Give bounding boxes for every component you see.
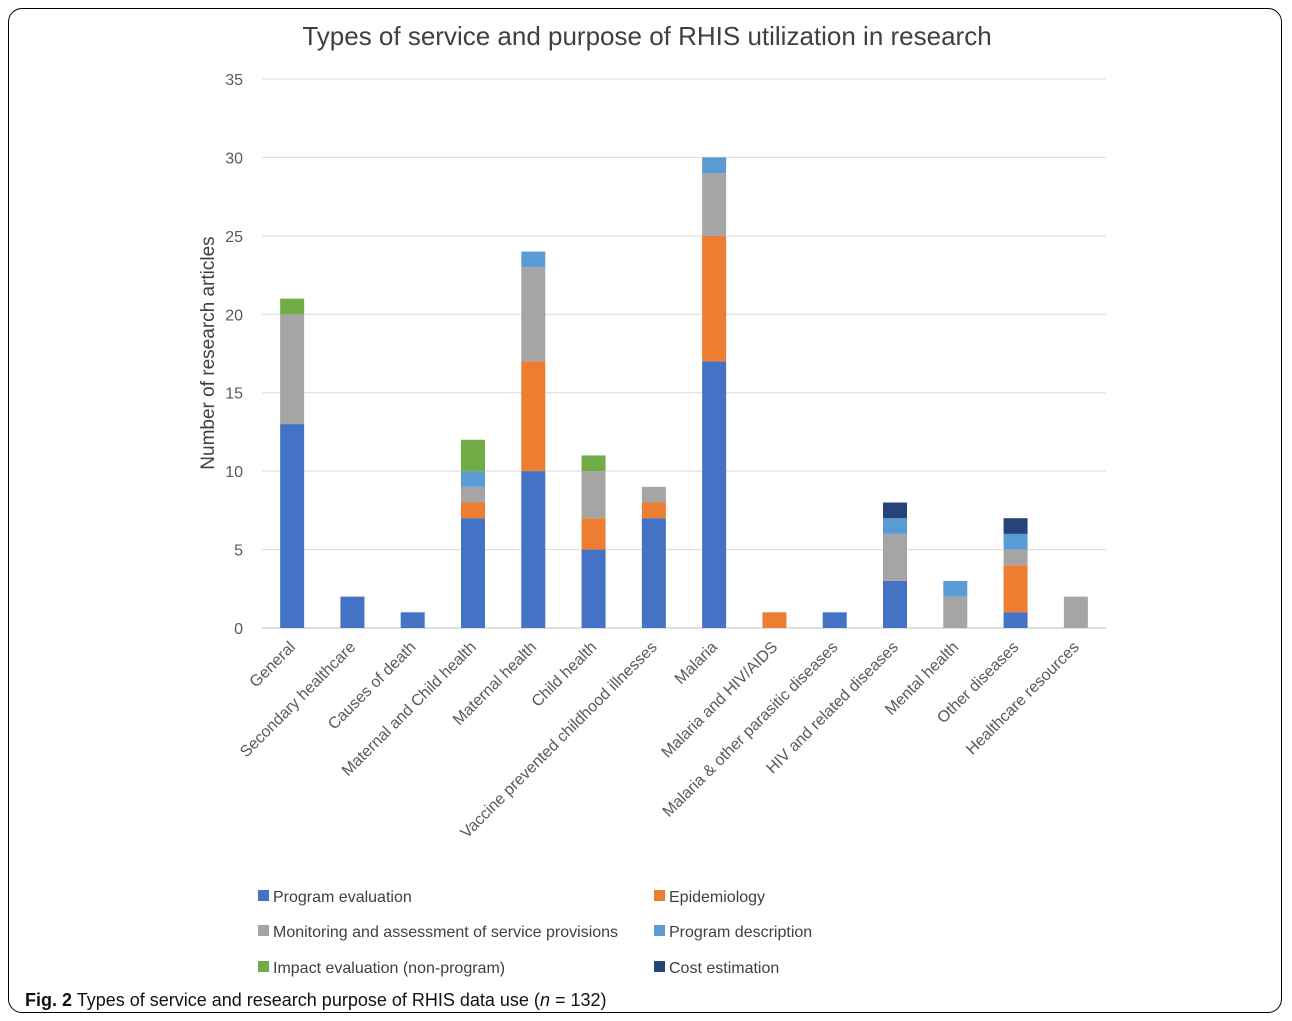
bar-segment [1003,549,1028,566]
legend-swatch [654,890,665,901]
bar-segment [702,157,727,174]
bar-segment [943,596,968,628]
bar-segment [521,471,546,628]
y-tick-label: 30 [225,150,243,167]
figure-frame [8,8,1282,1013]
bar-segment [883,533,907,581]
bar-segment [521,251,546,268]
y-tick-label: 15 [225,386,243,403]
bar-segment [581,549,606,628]
x-tick-label: Malaria [672,639,721,688]
caption-text-end: = 132) [549,990,607,1010]
y-tick-label: 25 [225,229,243,246]
bar-segment [461,471,485,487]
x-tick-label: Healthcare resources [963,639,1083,759]
y-tick-label: 5 [234,543,243,560]
legend-label: Monitoring and assessment of service pro… [273,924,618,941]
bar-segment [581,471,606,519]
bar-segment [762,612,787,628]
bar-segment [461,518,485,628]
bar-segment [581,518,606,550]
y-axis-label: Number of research articles [198,236,219,469]
bar-segment [1003,533,1028,550]
legend-swatch [258,925,269,936]
bar-segment [461,486,485,503]
x-tick-label: Malaria and HIV/AIDS [659,639,782,762]
legend-label: Program evaluation [273,889,412,906]
chart-title: Types of service and purpose of RHIS uti… [302,21,991,51]
y-tick-label: 0 [234,621,243,638]
bar-segment [702,361,727,628]
x-tick-label: General [247,639,299,691]
bar-segment [883,502,907,519]
bar-segment [400,612,425,628]
figure-caption: Fig. 2 Types of service and research pur… [25,990,607,1011]
bar-segment [641,502,666,519]
legend-swatch [654,925,665,936]
caption-n-symbol: n [539,990,550,1010]
bar-segment [822,612,847,628]
bar-segment [641,518,666,628]
legend-swatch [258,890,269,901]
bar-segment [641,486,666,503]
legend-label: Epidemiology [669,889,765,906]
x-tick-label: Secondary healthcare [237,639,359,761]
bar-segment [1003,565,1028,613]
bar-segment [521,361,546,472]
bar-segment [461,439,485,472]
caption-fig-label: Fig. 2 [25,990,73,1010]
bar-segment [1003,612,1028,628]
legend-swatch [258,961,269,972]
bar-segment [1003,518,1028,534]
bar-segment [1063,596,1088,628]
bar-segment [521,267,546,362]
bar-segment [581,455,606,472]
y-tick-label: 10 [225,464,243,481]
legend-label: Impact evaluation (non-program) [273,960,505,977]
legend-label: Program description [669,924,812,941]
bar-segment [883,580,907,628]
legend-swatch [654,961,665,972]
y-tick-label: 35 [225,72,243,89]
bar-segment [280,298,305,315]
bar-segment [280,314,305,425]
bar-segment [883,518,907,534]
bar-segment [280,424,305,628]
y-tick-label: 20 [225,307,243,324]
bar-segment [340,596,365,628]
bar-segment [461,502,485,519]
bar-segment [702,235,727,362]
legend-label: Cost estimation [669,960,779,977]
caption-text: Types of service and research purpose of… [72,990,540,1010]
bar-segment [702,173,727,236]
bar-segment [943,580,968,597]
